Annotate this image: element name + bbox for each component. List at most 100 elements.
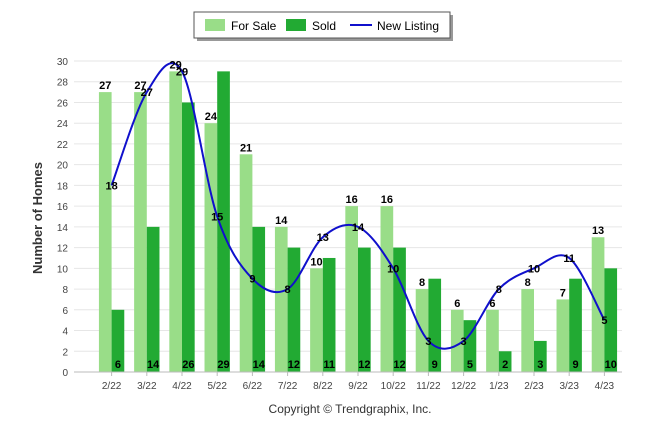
- data-label-for-sale: 8: [525, 277, 531, 289]
- data-label-for-sale: 8: [419, 277, 425, 289]
- bar-for-sale: [591, 237, 605, 372]
- data-label-sold: 10: [605, 359, 617, 371]
- data-label-new-listing: 3: [461, 336, 467, 348]
- bar-for-sale: [380, 206, 394, 372]
- data-label-for-sale: 16: [346, 194, 358, 206]
- y-tick-label: 30: [57, 57, 69, 68]
- data-label-sold: 29: [217, 359, 229, 371]
- data-label-sold: 6: [115, 359, 121, 371]
- y-tick-label: 0: [62, 368, 68, 379]
- bar-for-sale: [239, 154, 253, 372]
- copyright-text: Copyright © Trendgraphix, Inc.: [269, 402, 432, 416]
- data-label-for-sale: 27: [134, 80, 146, 92]
- data-label-for-sale: 27: [99, 80, 111, 92]
- bar-sold: [111, 309, 125, 372]
- y-tick-label: 16: [57, 202, 69, 213]
- data-label-new-listing: 5: [601, 315, 607, 327]
- y-tick-label: 2: [62, 347, 68, 358]
- x-tick-label: 3/22: [137, 381, 157, 392]
- legend-swatch-sold: [286, 19, 306, 31]
- bar-for-sale: [204, 123, 218, 372]
- new-listing-line: [110, 62, 606, 350]
- data-label-for-sale: 16: [381, 194, 393, 206]
- x-tick-label: 2/23: [524, 381, 544, 392]
- bar-for-sale: [134, 92, 147, 372]
- bar-sold: [322, 257, 336, 372]
- bar-for-sale: [556, 299, 570, 372]
- data-label-sold: 14: [253, 359, 266, 371]
- bar-sold: [146, 226, 160, 372]
- data-label-new-listing: 27: [141, 87, 153, 99]
- y-tick-label: 20: [57, 161, 69, 172]
- x-tick-label: 9/22: [348, 381, 368, 392]
- bar-for-sale: [169, 71, 182, 372]
- bar-for-sale: [450, 309, 464, 372]
- bar-for-sale: [310, 268, 323, 372]
- data-label-for-sale: 7: [560, 287, 566, 299]
- data-label-for-sale: 14: [275, 215, 288, 227]
- y-tick-label: 4: [62, 327, 68, 338]
- data-label-sold: 5: [467, 359, 473, 371]
- bar-sold: [569, 278, 582, 372]
- data-label-new-listing: 8: [285, 284, 291, 296]
- legend-label-sold: Sold: [312, 19, 336, 33]
- x-tick-label: 11/22: [416, 381, 441, 392]
- x-tick-label: 4/23: [595, 381, 615, 392]
- bar-sold: [217, 71, 230, 372]
- bar-sold: [252, 226, 266, 372]
- data-label-sold: 26: [182, 359, 194, 371]
- data-label-for-sale: 13: [592, 225, 604, 237]
- y-tick-label: 14: [57, 223, 69, 234]
- data-label-sold: 12: [288, 359, 300, 371]
- data-label-sold: 12: [393, 359, 405, 371]
- x-tick-label: 7/22: [278, 381, 298, 392]
- data-label-for-sale: 29: [170, 59, 182, 71]
- bar-sold: [534, 340, 547, 372]
- data-label-new-listing: 10: [528, 263, 540, 275]
- data-label-sold: 2: [502, 359, 508, 371]
- data-label-new-listing: 15: [211, 212, 223, 224]
- bar-for-sale: [274, 226, 288, 372]
- y-tick-label: 28: [57, 78, 69, 89]
- data-labels: 2762714292624292114141210111612161289656…: [99, 59, 617, 371]
- data-label-new-listing: 13: [317, 232, 329, 244]
- bar-sold: [393, 247, 406, 372]
- data-label-new-listing: 8: [496, 284, 502, 296]
- y-axis-title: Number of Homes: [30, 162, 45, 274]
- legend: For Sale Sold New Listing: [193, 11, 453, 41]
- y-tick-label: 24: [57, 119, 69, 130]
- new-listing-path: [110, 62, 606, 350]
- x-tick-label: 5/22: [207, 381, 227, 392]
- data-label-new-listing: 11: [563, 253, 575, 265]
- y-tick-label: 6: [62, 306, 68, 317]
- data-label-new-listing: 29: [176, 66, 188, 78]
- y-tick-label: 18: [57, 181, 69, 192]
- y-tick-label: 10: [57, 264, 69, 275]
- x-tick-label: 10/22: [381, 381, 406, 392]
- bar-sold: [182, 102, 195, 372]
- bar-for-sale: [345, 206, 358, 372]
- data-label-sold: 9: [572, 359, 578, 371]
- x-tick-label: 12/22: [451, 381, 476, 392]
- data-label-new-listing: 14: [352, 222, 365, 234]
- data-label-for-sale: 21: [240, 142, 252, 154]
- data-label-sold: 14: [147, 359, 160, 371]
- data-label-sold: 3: [537, 359, 543, 371]
- data-label-for-sale: 6: [454, 298, 460, 310]
- x-tick-label: 6/22: [243, 381, 263, 392]
- data-label-sold: 12: [358, 359, 370, 371]
- bars: [98, 71, 618, 372]
- bar-sold: [463, 320, 477, 372]
- bar-for-sale: [521, 289, 534, 372]
- data-label-new-listing: 18: [105, 180, 117, 192]
- legend-label-new-listing: New Listing: [377, 19, 439, 33]
- x-tick-label: 2/22: [102, 381, 122, 392]
- bar-for-sale: [486, 309, 499, 372]
- x-tick-label: 3/23: [559, 381, 579, 392]
- legend-label-for-sale: For Sale: [231, 19, 277, 33]
- x-tick-label: 4/22: [172, 381, 192, 392]
- y-tick-label: 26: [57, 98, 69, 109]
- bar-for-sale: [98, 92, 112, 372]
